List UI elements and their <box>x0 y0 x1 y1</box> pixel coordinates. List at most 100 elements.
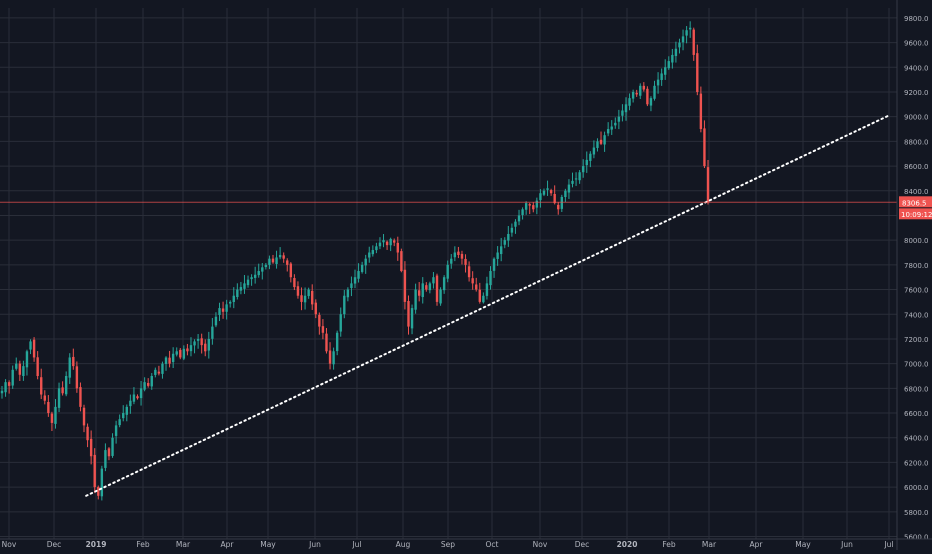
candle-body <box>325 333 328 352</box>
x-axis-tick-label: Jun <box>840 540 853 549</box>
y-axis-tick-label: 8800.0 <box>904 138 929 146</box>
candle-body <box>214 316 218 326</box>
candle-body <box>189 345 193 352</box>
candle-body <box>335 332 339 352</box>
candle-body <box>32 339 36 358</box>
candle-body <box>649 98 653 106</box>
candle-body <box>681 36 685 43</box>
candle-body <box>168 357 171 364</box>
candle-body <box>699 93 703 130</box>
candle-body <box>642 85 646 90</box>
candle-body <box>457 251 460 255</box>
candle-body <box>539 193 542 201</box>
candle-body <box>318 314 321 327</box>
candle-body <box>535 200 539 208</box>
candle-body <box>29 341 32 350</box>
candle-body <box>40 377 43 395</box>
candle-body <box>257 271 260 276</box>
candle-body <box>171 353 175 363</box>
x-axis-tick-label: Sep <box>441 540 455 549</box>
candle-body <box>346 289 350 298</box>
candle-body <box>496 252 499 259</box>
candle-body <box>143 382 146 390</box>
candle-body <box>646 88 649 105</box>
candle-body <box>396 242 399 253</box>
candle-body <box>11 369 14 386</box>
candle-body <box>489 271 492 286</box>
y-axis-tick-label: 9600.0 <box>904 40 929 48</box>
candle-body <box>360 264 364 272</box>
candle-body <box>671 54 674 63</box>
candle-body <box>343 295 346 315</box>
candle-body <box>364 258 367 266</box>
candle-body <box>357 271 360 279</box>
candle-body <box>371 250 375 255</box>
candle-body <box>150 375 153 387</box>
y-axis-tick-label: 7800.0 <box>904 262 929 270</box>
candle-body <box>250 277 253 280</box>
y-axis-tick-label: 7200.0 <box>904 336 929 344</box>
candle-body <box>321 326 325 333</box>
candle-body <box>22 366 25 377</box>
x-axis-tick-label: Jul <box>351 540 361 549</box>
candle-body <box>132 394 136 402</box>
candle-body <box>82 407 86 426</box>
candle-body <box>339 314 342 332</box>
candle-body <box>678 42 681 48</box>
candle-body <box>521 209 524 215</box>
y-axis-tick-label: 6600.0 <box>904 410 929 418</box>
candle-body <box>186 348 189 352</box>
candle-body <box>510 227 514 233</box>
candle-body <box>428 283 432 291</box>
candle-body <box>631 91 635 99</box>
candle-body <box>560 196 564 209</box>
candle-body <box>656 79 660 86</box>
candle-body <box>36 357 39 376</box>
candle-body <box>439 289 442 304</box>
candle-body <box>122 413 125 419</box>
grid <box>0 8 897 539</box>
x-axis-tick-label: Dec <box>575 540 590 549</box>
y-axis-tick-label: 6800.0 <box>904 385 929 393</box>
candle-body <box>118 419 121 426</box>
candle-body <box>89 438 93 457</box>
candle-body <box>68 357 71 378</box>
candle-body <box>706 167 710 203</box>
candle-body <box>243 283 246 289</box>
candle-body <box>271 258 275 263</box>
y-axis-tick-label: 8400.0 <box>904 188 929 196</box>
candle-body <box>664 67 667 75</box>
candle-body <box>442 277 446 291</box>
candle-body <box>353 277 357 284</box>
candle-body <box>417 290 421 296</box>
candle-body <box>278 254 282 258</box>
y-axis-tick-label: 5600.0 <box>904 534 929 542</box>
x-axis-tick-label: Mar <box>176 540 191 549</box>
candle-body <box>293 278 296 288</box>
candle-body <box>517 215 521 222</box>
y-axis-tick-label: 6200.0 <box>904 459 929 467</box>
candle-body <box>114 425 118 436</box>
candle-body <box>606 129 610 134</box>
candle-body <box>282 255 285 259</box>
x-axis-tick-label: Nov <box>533 540 548 549</box>
candle-body <box>425 285 428 290</box>
candle-body <box>524 203 528 210</box>
candle-body <box>478 289 481 302</box>
y-axis-tick-label: 5800.0 <box>904 509 929 517</box>
candle-body <box>446 264 449 279</box>
y-axis-tick-label: 9400.0 <box>904 64 929 72</box>
candle-body <box>435 275 439 302</box>
x-axis-tick-label: Aug <box>396 540 411 549</box>
candle-body <box>407 300 410 327</box>
x-axis-tick-label: Jul <box>883 540 893 549</box>
candle-body <box>610 126 613 130</box>
candle-body <box>332 351 335 365</box>
candle-body <box>635 92 638 95</box>
candle-body <box>221 308 225 312</box>
candle-body <box>492 258 496 271</box>
trendline-dotted <box>85 114 890 497</box>
candle-body <box>475 284 478 290</box>
